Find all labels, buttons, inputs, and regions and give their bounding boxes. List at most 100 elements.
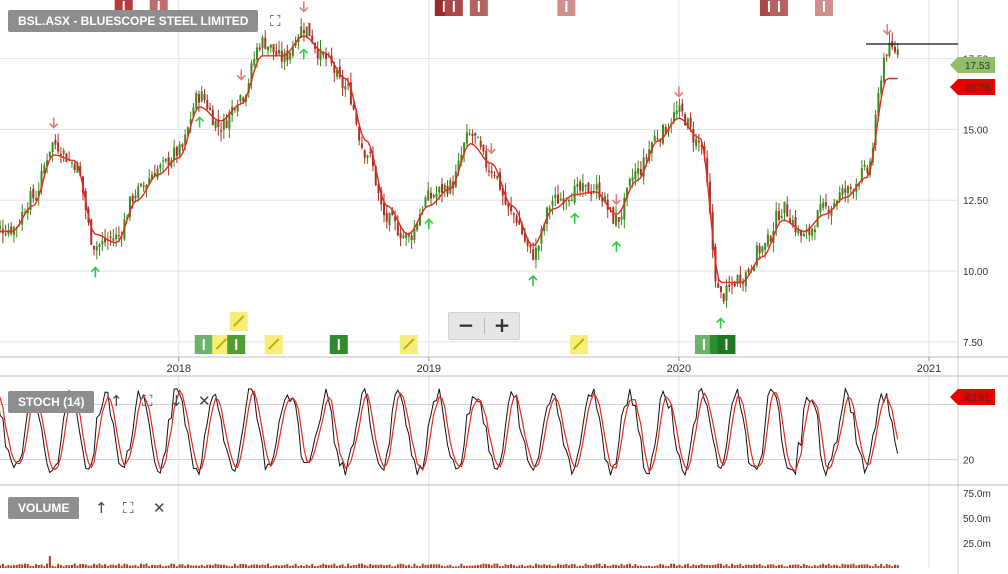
candle-body — [728, 284, 731, 287]
sell-arrow-icon — [674, 86, 684, 98]
candle-body — [659, 139, 662, 142]
volume-bar — [239, 563, 242, 568]
candle-body — [175, 146, 178, 156]
volume-bar — [855, 565, 858, 568]
volume-bar — [363, 564, 366, 568]
volume-bar — [731, 563, 734, 568]
volume-bar — [510, 564, 513, 568]
volume-bar — [479, 564, 482, 568]
volume-bar — [813, 565, 816, 568]
candle-body — [474, 132, 477, 136]
candle-body — [319, 48, 322, 60]
volume-bar — [766, 564, 769, 568]
volume-bar — [200, 564, 203, 568]
candle-body — [642, 157, 645, 178]
candle-body — [595, 184, 598, 190]
candle-body — [286, 50, 289, 61]
volume-bar — [418, 566, 421, 568]
expand-icon[interactable]: ⛶ — [123, 499, 134, 517]
time-axis-tick: 2018 — [166, 363, 190, 375]
volume-bar — [192, 565, 195, 568]
volume-bar — [162, 566, 165, 568]
arrow-up-icon[interactable]: ↑ — [110, 392, 123, 410]
volume-bar — [587, 564, 590, 568]
candle-body — [220, 130, 223, 132]
zoom-out-button[interactable]: − — [457, 313, 475, 337]
candle-body — [802, 233, 805, 237]
candle-body — [739, 274, 742, 284]
volume-bar — [225, 565, 228, 568]
candle-body — [291, 46, 294, 56]
price-axis-tick: 12.50 — [963, 196, 988, 207]
volume-bar — [626, 564, 629, 568]
candle-body — [405, 233, 408, 238]
volume-bars — [0, 556, 899, 568]
close-icon[interactable]: ✕ — [198, 392, 211, 410]
candle-body — [490, 171, 493, 174]
event-marker-glyph — [157, 1, 160, 12]
candle-body — [54, 139, 57, 145]
volume-bar — [573, 564, 576, 568]
volume-bar — [231, 566, 234, 568]
candle-body — [874, 114, 877, 146]
sell-arrow-icon — [299, 1, 309, 13]
volume-bar — [247, 565, 250, 568]
expand-icon[interactable]: ⛶ — [142, 392, 153, 410]
candle-body — [789, 218, 792, 224]
volume-bar — [764, 566, 767, 568]
volume-panel-title: VOLUME — [8, 497, 80, 519]
volume-bar — [424, 564, 427, 568]
volume-bar — [794, 564, 797, 568]
candle-body — [388, 213, 391, 226]
candle-body — [355, 111, 358, 125]
candle-body — [639, 168, 642, 175]
volume-bar — [849, 564, 852, 568]
volume-bar — [217, 564, 220, 568]
buy-arrow-icon — [424, 218, 434, 230]
volume-bar — [302, 566, 305, 568]
candle-body — [131, 195, 134, 202]
candle-body — [217, 119, 220, 127]
volume-bar — [615, 564, 618, 568]
volume-bar — [476, 565, 479, 568]
volume-bar — [468, 565, 471, 568]
volume-bar — [421, 563, 424, 568]
volume-bar — [26, 564, 29, 568]
volume-bar — [551, 565, 554, 568]
volume-bar — [286, 564, 289, 568]
close-icon[interactable]: ✕ — [153, 499, 166, 517]
arrow-down-icon[interactable]: ↓ — [170, 392, 183, 410]
volume-bar — [703, 565, 706, 568]
volume-bar — [499, 566, 502, 568]
volume-bar — [0, 565, 2, 568]
expand-icon[interactable]: ⛶ — [270, 12, 281, 30]
volume-bar — [504, 564, 507, 568]
candle-body — [424, 197, 427, 207]
volume-bar — [101, 565, 104, 568]
arrow-up-icon[interactable]: ↑ — [95, 499, 108, 517]
zoom-in-button[interactable]: + — [493, 313, 511, 337]
volume-bar — [377, 564, 380, 568]
candle-body — [504, 192, 507, 205]
volume-bar — [695, 565, 698, 568]
candle-body — [653, 135, 656, 142]
volume-bar — [891, 566, 894, 568]
volume-bar — [559, 564, 562, 568]
candle-body — [858, 183, 861, 187]
volume-bar — [736, 564, 739, 568]
candle-body — [275, 50, 278, 56]
candle-body — [385, 212, 388, 222]
stoch-d-line — [0, 389, 899, 473]
candle-body — [4, 233, 7, 235]
volume-bar — [391, 566, 394, 568]
candle-body — [429, 192, 432, 199]
candle-body — [43, 165, 46, 175]
candle-body — [383, 202, 386, 216]
volume-bar — [595, 563, 598, 568]
candle-body — [684, 114, 687, 126]
volume-bar — [507, 564, 510, 568]
volume-bar — [443, 566, 446, 568]
candle-body — [181, 144, 184, 147]
candle-body — [769, 236, 772, 242]
price-tags: 17.53 16.78 83.61 — [950, 57, 995, 405]
